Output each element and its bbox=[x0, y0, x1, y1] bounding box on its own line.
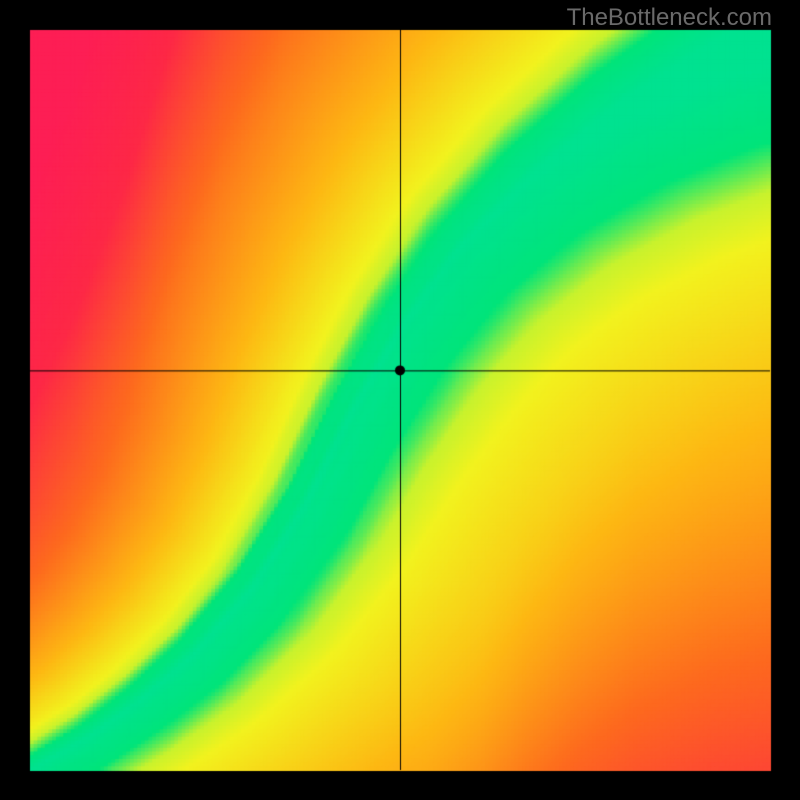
bottleneck-heatmap bbox=[0, 0, 800, 800]
watermark-text: TheBottleneck.com bbox=[567, 4, 772, 32]
